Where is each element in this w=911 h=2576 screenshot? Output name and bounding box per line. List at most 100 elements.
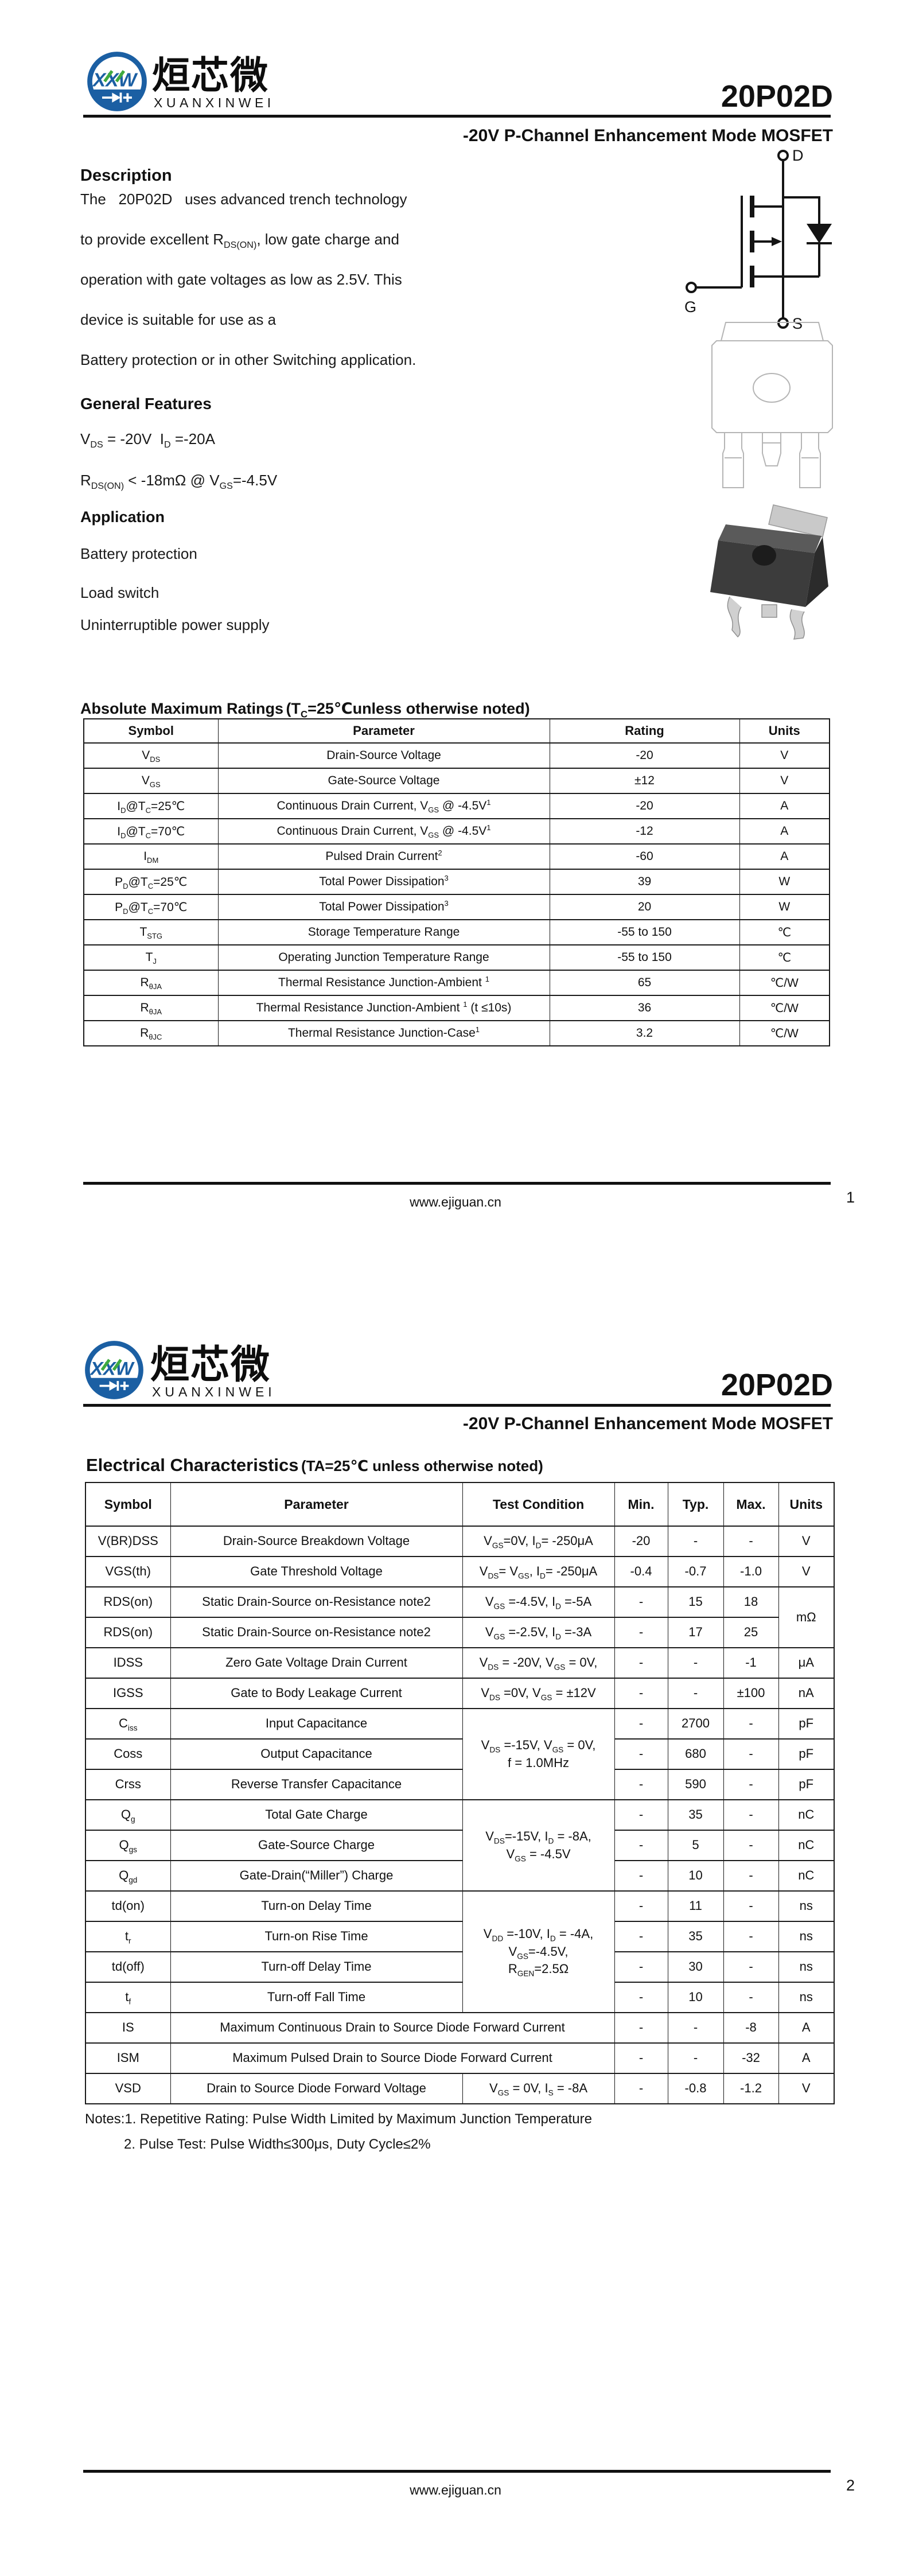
description-line: to provide excellent RDS(ON), low gate c… (80, 231, 399, 251)
table-cell: Pulsed Drain Current2 (217, 843, 550, 870)
table-cell: V (739, 768, 830, 794)
source-label: S (792, 315, 803, 332)
table-cell: A (778, 2012, 835, 2044)
table-cell: Turn-off Delay Time (170, 1951, 463, 1983)
table-cell: VDS = -20V, VGS = 0V, (462, 1647, 615, 1679)
table-cell: Gate Threshold Voltage (170, 1556, 463, 1587)
note-line: Notes:1. Repetitive Rating: Pulse Width … (85, 2111, 592, 2127)
table-cell: - (723, 1982, 779, 2013)
table-row: RθJA Thermal Resistance Junction-Ambient … (83, 995, 830, 1021)
page-subtitle: -20V P-Channel Enhancement Mode MOSFET (462, 1414, 833, 1433)
table-cell: - (723, 1799, 779, 1831)
table-row: Crss Reverse Transfer Capacitance -590- pF (85, 1769, 835, 1800)
table-cell: 5 (667, 1830, 724, 1861)
table-cell: Thermal Resistance Junction-Ambient 1 (217, 970, 550, 996)
table-cell: TJ (83, 944, 219, 971)
table-row: Qgs Gate-Source Charge -5- nC (85, 1830, 835, 1861)
package-outline-figure (711, 322, 833, 488)
description-line: operation with gate voltages as low as 2… (80, 271, 402, 288)
column-header: Symbol (83, 718, 219, 744)
table-cell: 39 (549, 869, 740, 895)
table-cell: - (614, 2042, 668, 2074)
table-cell: Static Drain-Source on-Resistance note2 (170, 1617, 463, 1648)
application-item: Load switch (80, 584, 159, 601)
table-cell: - (614, 2073, 668, 2104)
table-row: tr Turn-on Rise Time -35- ns (85, 1921, 835, 1952)
description-line: The 20P02D uses advanced trench technolo… (80, 190, 407, 208)
table-cell: V(BR)DSS (85, 1526, 171, 1557)
table-cell: -0.4 (614, 1556, 668, 1587)
table-cell: Maximum Continuous Drain to Source Diode… (170, 2012, 615, 2044)
table-row: PD@TC=70℃ Total Power Dissipation3 20 W (83, 894, 830, 920)
table-cell: -8 (723, 2012, 779, 2044)
table-cell: Qgs (85, 1830, 171, 1861)
table-row: VSD Drain to Source Diode Forward Voltage… (85, 2073, 835, 2104)
table-cell: Zero Gate Voltage Drain Current (170, 1647, 463, 1679)
column-header: Parameter (217, 718, 550, 744)
table-cell: μA (778, 1647, 835, 1679)
ec-heading-paren: (TA=25℃ unless otherwise noted) (301, 1457, 543, 1474)
table-cell: ns (778, 1890, 835, 1922)
table-cell: VDD =-10V, ID = -4A, VGS=-4.5V, RGEN=2.5Ω (462, 1890, 615, 2013)
table-cell: - (723, 1708, 779, 1740)
table-cell: 35 (667, 1799, 724, 1831)
table-cell: RDS(on) (85, 1617, 171, 1648)
table-cell: Qg (85, 1799, 171, 1831)
table-cell: VDS =-15V, VGS = 0V, f = 1.0MHz (462, 1708, 615, 1800)
table-row: ID@TC=70℃ Continuous Drain Current, VGS @… (83, 818, 830, 845)
table-cell: -55 to 150 (549, 919, 740, 945)
table-cell: V (778, 1556, 835, 1587)
logo-monogram: XXW (92, 70, 138, 91)
ec-heading-main: Electrical Characteristics (86, 1455, 299, 1475)
table-row: td(off) Turn-off Delay Time -30- ns (85, 1951, 835, 1983)
table-cell: - (614, 1769, 668, 1800)
table-cell: Qgd (85, 1860, 171, 1892)
brand-name-en: XUANXINWEI (152, 1384, 276, 1399)
column-header: Units (778, 1482, 835, 1527)
table-cell: -20 (549, 793, 740, 819)
column-header: Symbol (85, 1482, 171, 1527)
table-cell: Gate to Body Leakage Current (170, 1678, 463, 1709)
table-cell: IGSS (85, 1678, 171, 1709)
table-cell: A (739, 843, 830, 870)
part-number: 20P02D (721, 1368, 833, 1402)
table-row: TJ Operating Junction Temperature Range -5… (83, 944, 830, 971)
table-cell: - (667, 1526, 724, 1557)
table-cell: -20 (549, 742, 740, 769)
table-cell: VSD (85, 2073, 171, 2104)
table-cell: - (614, 1799, 668, 1831)
table-cell: A (739, 818, 830, 845)
table-cell: - (667, 1678, 724, 1709)
table-cell: Gate-Drain(“Miller”) Charge (170, 1860, 463, 1892)
table-cell: 11 (667, 1890, 724, 1922)
table-cell: Drain-Source Voltage (217, 742, 550, 769)
table-cell: Continuous Drain Current, VGS @ -4.5V1 (217, 818, 550, 845)
table-cell: Reverse Transfer Capacitance (170, 1769, 463, 1800)
table-cell: - (614, 1738, 668, 1770)
table-cell: 10 (667, 1860, 724, 1892)
table-cell: pF (778, 1738, 835, 1770)
table-cell: Thermal Resistance Junction-Case1 (217, 1020, 550, 1046)
table-row: Coss Output Capacitance -680- pF (85, 1738, 835, 1770)
table-cell: 3.2 (549, 1020, 740, 1046)
table-cell: - (723, 1951, 779, 1983)
table-cell: Storage Temperature Range (217, 919, 550, 945)
table-cell: Ciss (85, 1708, 171, 1740)
table-cell: 35 (667, 1921, 724, 1952)
table-cell: -0.7 (667, 1556, 724, 1587)
table-cell: 18 (723, 1586, 779, 1618)
logo-green-accent (112, 1359, 122, 1371)
amr-heading-paren: (TC=25℃unless otherwise noted) (286, 700, 530, 720)
drain-label: D (792, 147, 804, 164)
table-cell: Operating Junction Temperature Range (217, 944, 550, 971)
amr-heading-main: Absolute Maximum Ratings (80, 700, 284, 717)
table-cell: ℃ (739, 944, 830, 971)
table-row: RθJA Thermal Resistance Junction-Ambient … (83, 970, 830, 996)
column-header: Rating (549, 718, 740, 744)
table-cell: Static Drain-Source on-Resistance note2 (170, 1586, 463, 1618)
table-cell: -1 (723, 1647, 779, 1679)
part-number: 20P02D (721, 79, 833, 114)
table-cell: - (614, 1982, 668, 2013)
brand-name-cn: 烜芯微 (150, 1343, 271, 1387)
table-row: PD@TC=25℃ Total Power Dissipation3 39 W (83, 869, 830, 895)
